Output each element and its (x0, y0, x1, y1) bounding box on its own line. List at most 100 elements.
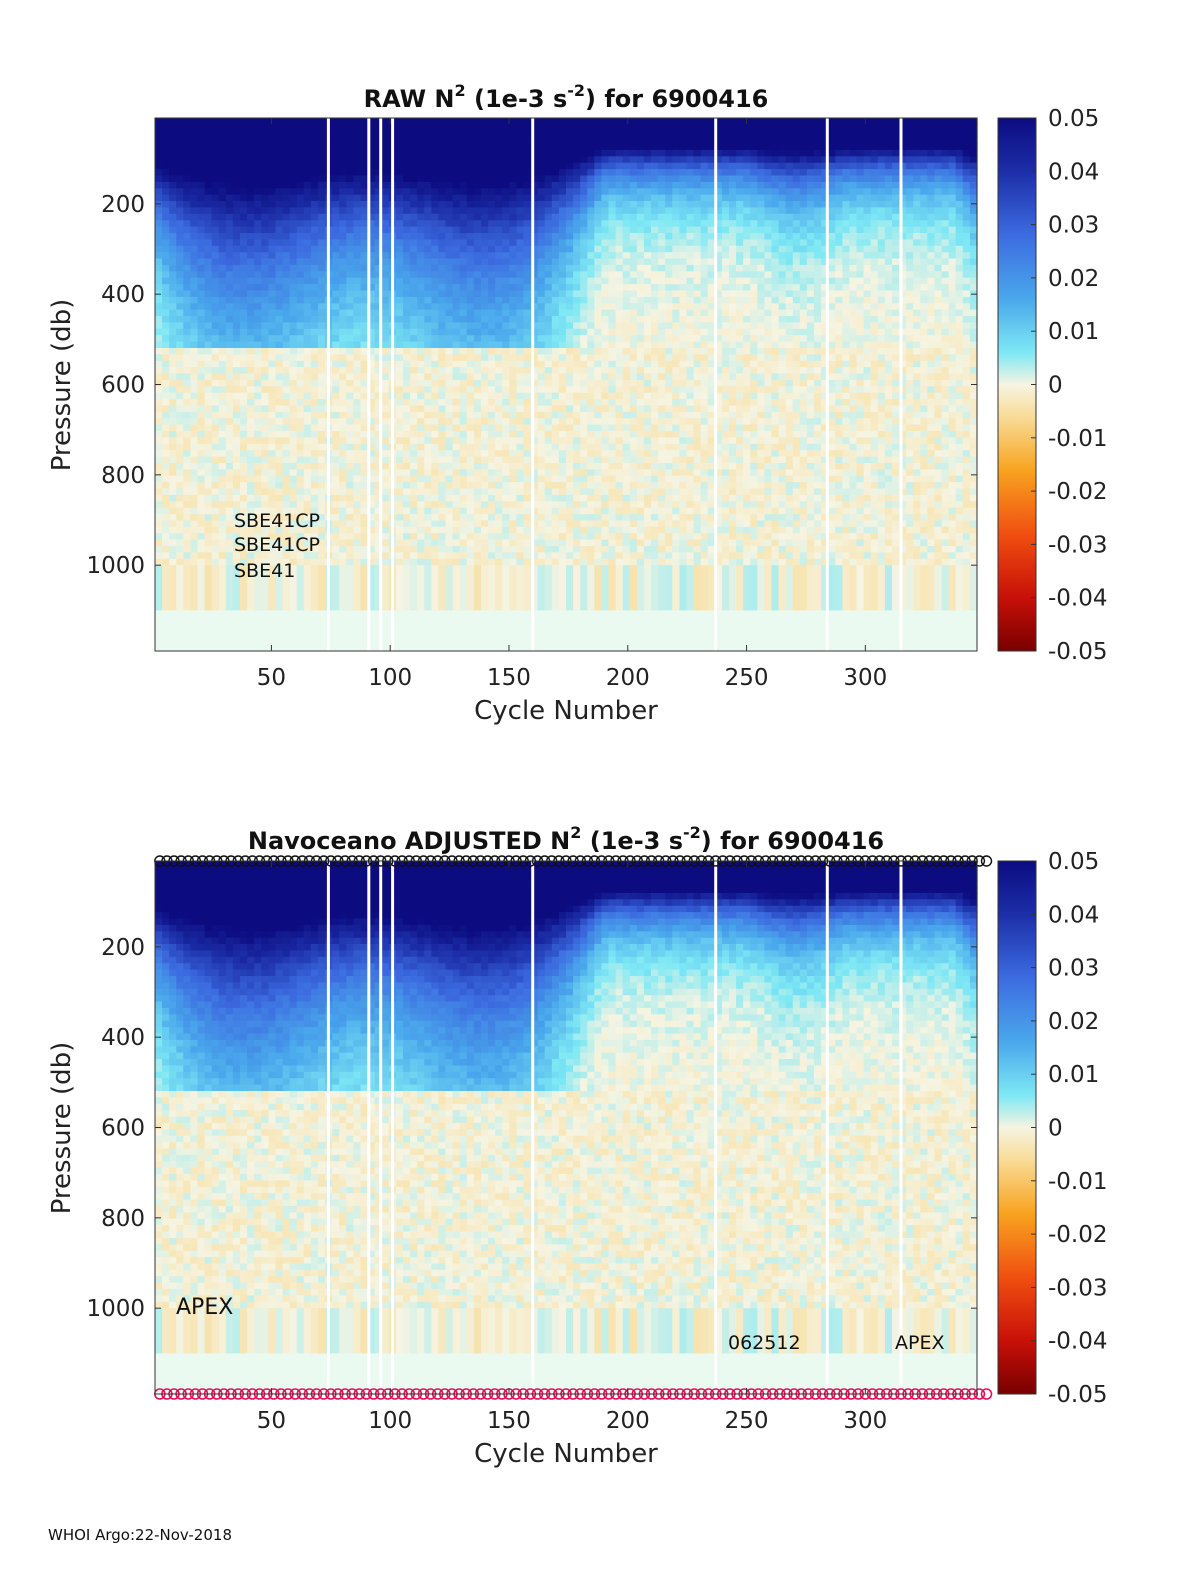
heatmap-cell (608, 245, 617, 253)
heatmap-cell (395, 494, 404, 502)
heatmap-cell (466, 322, 475, 330)
heatmap-cell (473, 271, 482, 279)
heatmap-cell (162, 399, 170, 407)
heatmap-cell (481, 501, 489, 509)
heatmap-cell (566, 392, 574, 400)
heatmap-cell (155, 354, 163, 362)
heatmap-cell (310, 316, 319, 323)
heatmap-cell (403, 463, 411, 470)
heatmap-cell (275, 143, 284, 151)
heatmap-cell (204, 405, 213, 413)
heatmap-cell (466, 533, 475, 541)
heatmap-cell (452, 431, 461, 438)
heatmap-cell (197, 533, 206, 541)
heatmap-cell (190, 354, 199, 362)
heatmap-cell (452, 424, 461, 432)
heatmap-cell (197, 316, 206, 323)
heatmap-cell (303, 277, 312, 285)
heatmap-cell (225, 226, 234, 234)
heatmap-cell (360, 226, 369, 234)
heatmap-cell (211, 341, 220, 349)
heatmap-cell (190, 245, 199, 253)
heatmap-cell (254, 264, 262, 272)
heatmap-cell (360, 258, 369, 266)
heatmap-cell (424, 341, 432, 349)
heatmap-cell (339, 118, 347, 125)
heatmap-cell (254, 475, 262, 483)
heatmap-cell (551, 130, 560, 138)
heatmap-cell (424, 514, 432, 522)
heatmap-cell (523, 354, 532, 362)
heatmap-cell (551, 316, 560, 323)
heatmap-cell (176, 239, 184, 247)
heatmap-cell (481, 277, 489, 285)
heatmap-cell (580, 309, 588, 317)
heatmap-cell (544, 341, 553, 349)
heatmap-cell (318, 309, 326, 317)
heatmap-cell (204, 188, 213, 196)
heatmap-cell (211, 539, 220, 547)
heatmap-cell (601, 277, 610, 285)
heatmap-cell (445, 207, 454, 215)
heatmap-cell (353, 488, 362, 496)
heatmap-cell (459, 565, 468, 611)
heatmap-cell (636, 367, 645, 375)
heatmap-cell (495, 213, 503, 221)
heatmap-cell (162, 463, 170, 470)
heatmap-cell (169, 296, 177, 304)
heatmap-cell (367, 303, 376, 311)
heatmap-cell (275, 194, 284, 202)
heatmap-cell (431, 405, 440, 413)
heatmap-cell (544, 411, 553, 419)
heatmap-cell (643, 175, 652, 183)
heatmap-cell (261, 450, 269, 458)
heatmap-cell (629, 284, 638, 292)
heatmap-cell (523, 309, 532, 317)
heatmap-cell (176, 501, 184, 509)
heatmap-cell (268, 156, 277, 164)
heatmap-cell (594, 367, 602, 375)
heatmap-cell (636, 514, 645, 522)
heatmap-cell (615, 143, 624, 151)
heatmap-cell (573, 475, 581, 483)
heatmap-cell (530, 443, 539, 451)
heatmap-cell (566, 124, 574, 132)
heatmap-cell (381, 149, 390, 157)
heatmap-cell (558, 482, 567, 490)
heatmap-cell (346, 348, 354, 355)
heatmap-cell (537, 450, 546, 458)
heatmap-cell (502, 437, 510, 445)
heatmap-cell (530, 303, 539, 311)
heatmap-cell (211, 277, 220, 285)
heatmap-cell (183, 373, 191, 381)
heatmap-cell (587, 475, 595, 483)
heatmap-cell (580, 143, 588, 151)
heatmap-cell (651, 271, 659, 279)
heatmap-cell (190, 284, 199, 292)
heatmap-cell (537, 392, 546, 400)
heatmap-cell (289, 124, 298, 132)
heatmap-cell (303, 533, 312, 541)
heatmap-cell (162, 450, 170, 458)
heatmap-cell (558, 348, 567, 355)
heatmap-cell (381, 264, 390, 272)
heatmap-cell (445, 469, 454, 477)
heatmap-cell (636, 290, 645, 298)
heatmap-cell (551, 411, 560, 419)
heatmap-cell (615, 245, 624, 253)
heatmap-cell (452, 399, 461, 407)
heatmap-cell (629, 348, 638, 355)
heatmap-cell (240, 501, 248, 509)
heatmap-cell (218, 233, 227, 240)
heatmap-cell (558, 156, 567, 164)
heatmap-cell (403, 328, 411, 336)
heatmap-cell (622, 143, 631, 151)
heatmap-cell (339, 156, 347, 164)
heatmap-cell (225, 162, 234, 170)
heatmap-cell (374, 309, 383, 317)
heatmap-cell (452, 137, 461, 145)
heatmap-cell (558, 546, 567, 553)
heatmap-cell (254, 220, 262, 228)
heatmap-cell (580, 322, 588, 330)
heatmap-cell (530, 431, 539, 438)
